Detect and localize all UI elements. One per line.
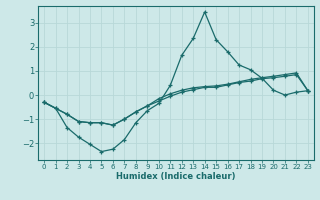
X-axis label: Humidex (Indice chaleur): Humidex (Indice chaleur) xyxy=(116,172,236,181)
